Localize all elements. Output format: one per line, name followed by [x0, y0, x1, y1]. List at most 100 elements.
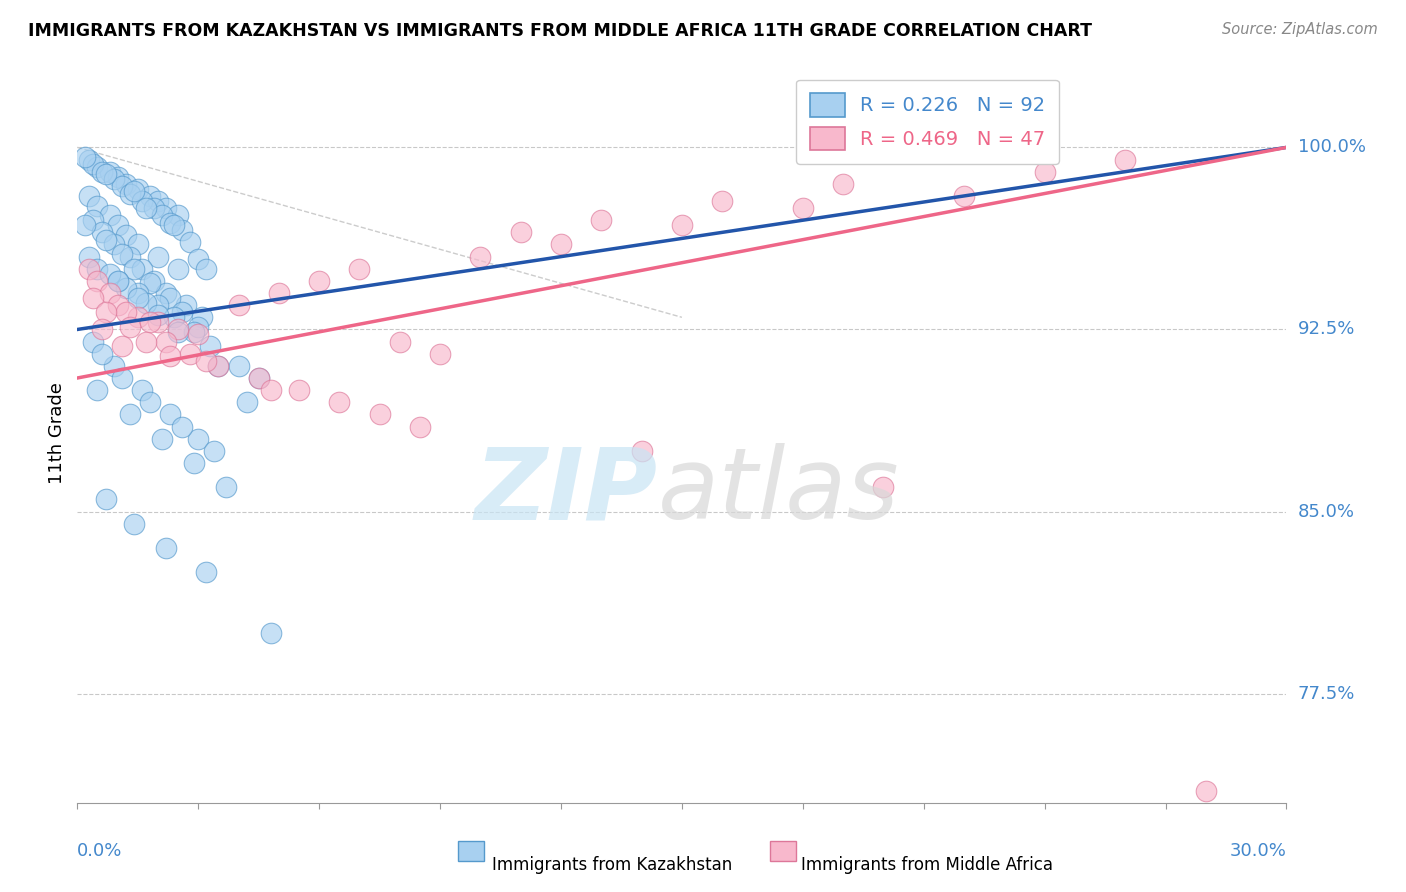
- Point: [142, 201, 165, 215]
- Point: [183, 325, 205, 339]
- Point: [82, 157, 104, 171]
- Point: [155, 286, 177, 301]
- Point: [591, 213, 613, 227]
- Point: [135, 201, 157, 215]
- Point: [114, 177, 136, 191]
- Point: [139, 315, 162, 329]
- Point: [131, 261, 153, 276]
- Point: [90, 225, 112, 239]
- Point: [247, 371, 270, 385]
- Point: [247, 371, 270, 385]
- Point: [167, 325, 190, 339]
- Point: [139, 395, 162, 409]
- Point: [111, 247, 134, 261]
- Point: [155, 541, 177, 555]
- Point: [79, 250, 101, 264]
- Point: [195, 354, 218, 368]
- Point: [114, 227, 136, 242]
- Point: [150, 432, 173, 446]
- Point: [142, 274, 165, 288]
- Point: [139, 189, 162, 203]
- Point: [86, 160, 108, 174]
- Point: [267, 286, 290, 301]
- Point: [159, 216, 181, 230]
- Point: [98, 208, 121, 222]
- Point: [90, 322, 112, 336]
- Point: [146, 194, 169, 208]
- Point: [260, 626, 283, 640]
- Point: [127, 182, 149, 196]
- Point: [86, 383, 108, 397]
- Point: [183, 456, 205, 470]
- Legend: R = 0.226   N = 92, R = 0.469   N = 47: R = 0.226 N = 92, R = 0.469 N = 47: [796, 79, 1059, 164]
- Point: [131, 383, 153, 397]
- Point: [550, 237, 572, 252]
- Point: [228, 359, 250, 373]
- Point: [90, 164, 112, 178]
- Point: [187, 432, 209, 446]
- Point: [288, 383, 311, 397]
- Point: [79, 261, 101, 276]
- Point: [94, 305, 117, 319]
- Point: [135, 295, 157, 310]
- Point: [103, 172, 125, 186]
- Point: [75, 218, 97, 232]
- Point: [86, 199, 108, 213]
- Text: 30.0%: 30.0%: [1230, 842, 1286, 860]
- Point: [146, 315, 169, 329]
- Point: [792, 201, 814, 215]
- Text: IMMIGRANTS FROM KAZAKHSTAN VS IMMIGRANTS FROM MIDDLE AFRICA 11TH GRADE CORRELATI: IMMIGRANTS FROM KAZAKHSTAN VS IMMIGRANTS…: [28, 22, 1092, 40]
- Point: [127, 286, 149, 301]
- Point: [409, 419, 432, 434]
- Point: [79, 153, 101, 167]
- Point: [167, 322, 190, 336]
- Point: [135, 334, 157, 349]
- Point: [111, 179, 134, 194]
- Point: [630, 443, 652, 458]
- Text: 77.5%: 77.5%: [1298, 684, 1355, 703]
- Point: [82, 291, 104, 305]
- Point: [953, 189, 976, 203]
- Point: [131, 194, 153, 208]
- Point: [79, 189, 101, 203]
- Text: 92.5%: 92.5%: [1298, 320, 1355, 338]
- Point: [872, 480, 894, 494]
- Point: [388, 334, 411, 349]
- Point: [470, 250, 492, 264]
- Point: [127, 310, 149, 325]
- Point: [86, 261, 108, 276]
- Point: [191, 310, 214, 325]
- Point: [107, 298, 129, 312]
- Point: [328, 395, 350, 409]
- Point: [228, 298, 250, 312]
- Point: [114, 305, 136, 319]
- Point: [202, 443, 225, 458]
- Point: [349, 261, 371, 276]
- Point: [118, 408, 141, 422]
- Point: [172, 223, 194, 237]
- Point: [114, 281, 136, 295]
- Point: [1033, 164, 1056, 178]
- Point: [122, 184, 145, 198]
- Point: [139, 277, 162, 291]
- Point: [368, 408, 391, 422]
- Point: [107, 169, 129, 184]
- Point: [107, 218, 129, 232]
- Point: [111, 339, 134, 353]
- Point: [98, 286, 121, 301]
- Point: [127, 237, 149, 252]
- Point: [150, 208, 173, 222]
- Point: [118, 320, 141, 334]
- Point: [308, 274, 330, 288]
- Point: [163, 218, 186, 232]
- Point: [118, 186, 141, 201]
- Point: [103, 359, 125, 373]
- Point: [1114, 153, 1136, 167]
- Text: ZIP: ZIP: [475, 443, 658, 541]
- Point: [98, 267, 121, 281]
- Point: [167, 261, 190, 276]
- Text: atlas: atlas: [658, 443, 900, 541]
- Point: [118, 250, 141, 264]
- Point: [155, 334, 177, 349]
- Point: [90, 347, 112, 361]
